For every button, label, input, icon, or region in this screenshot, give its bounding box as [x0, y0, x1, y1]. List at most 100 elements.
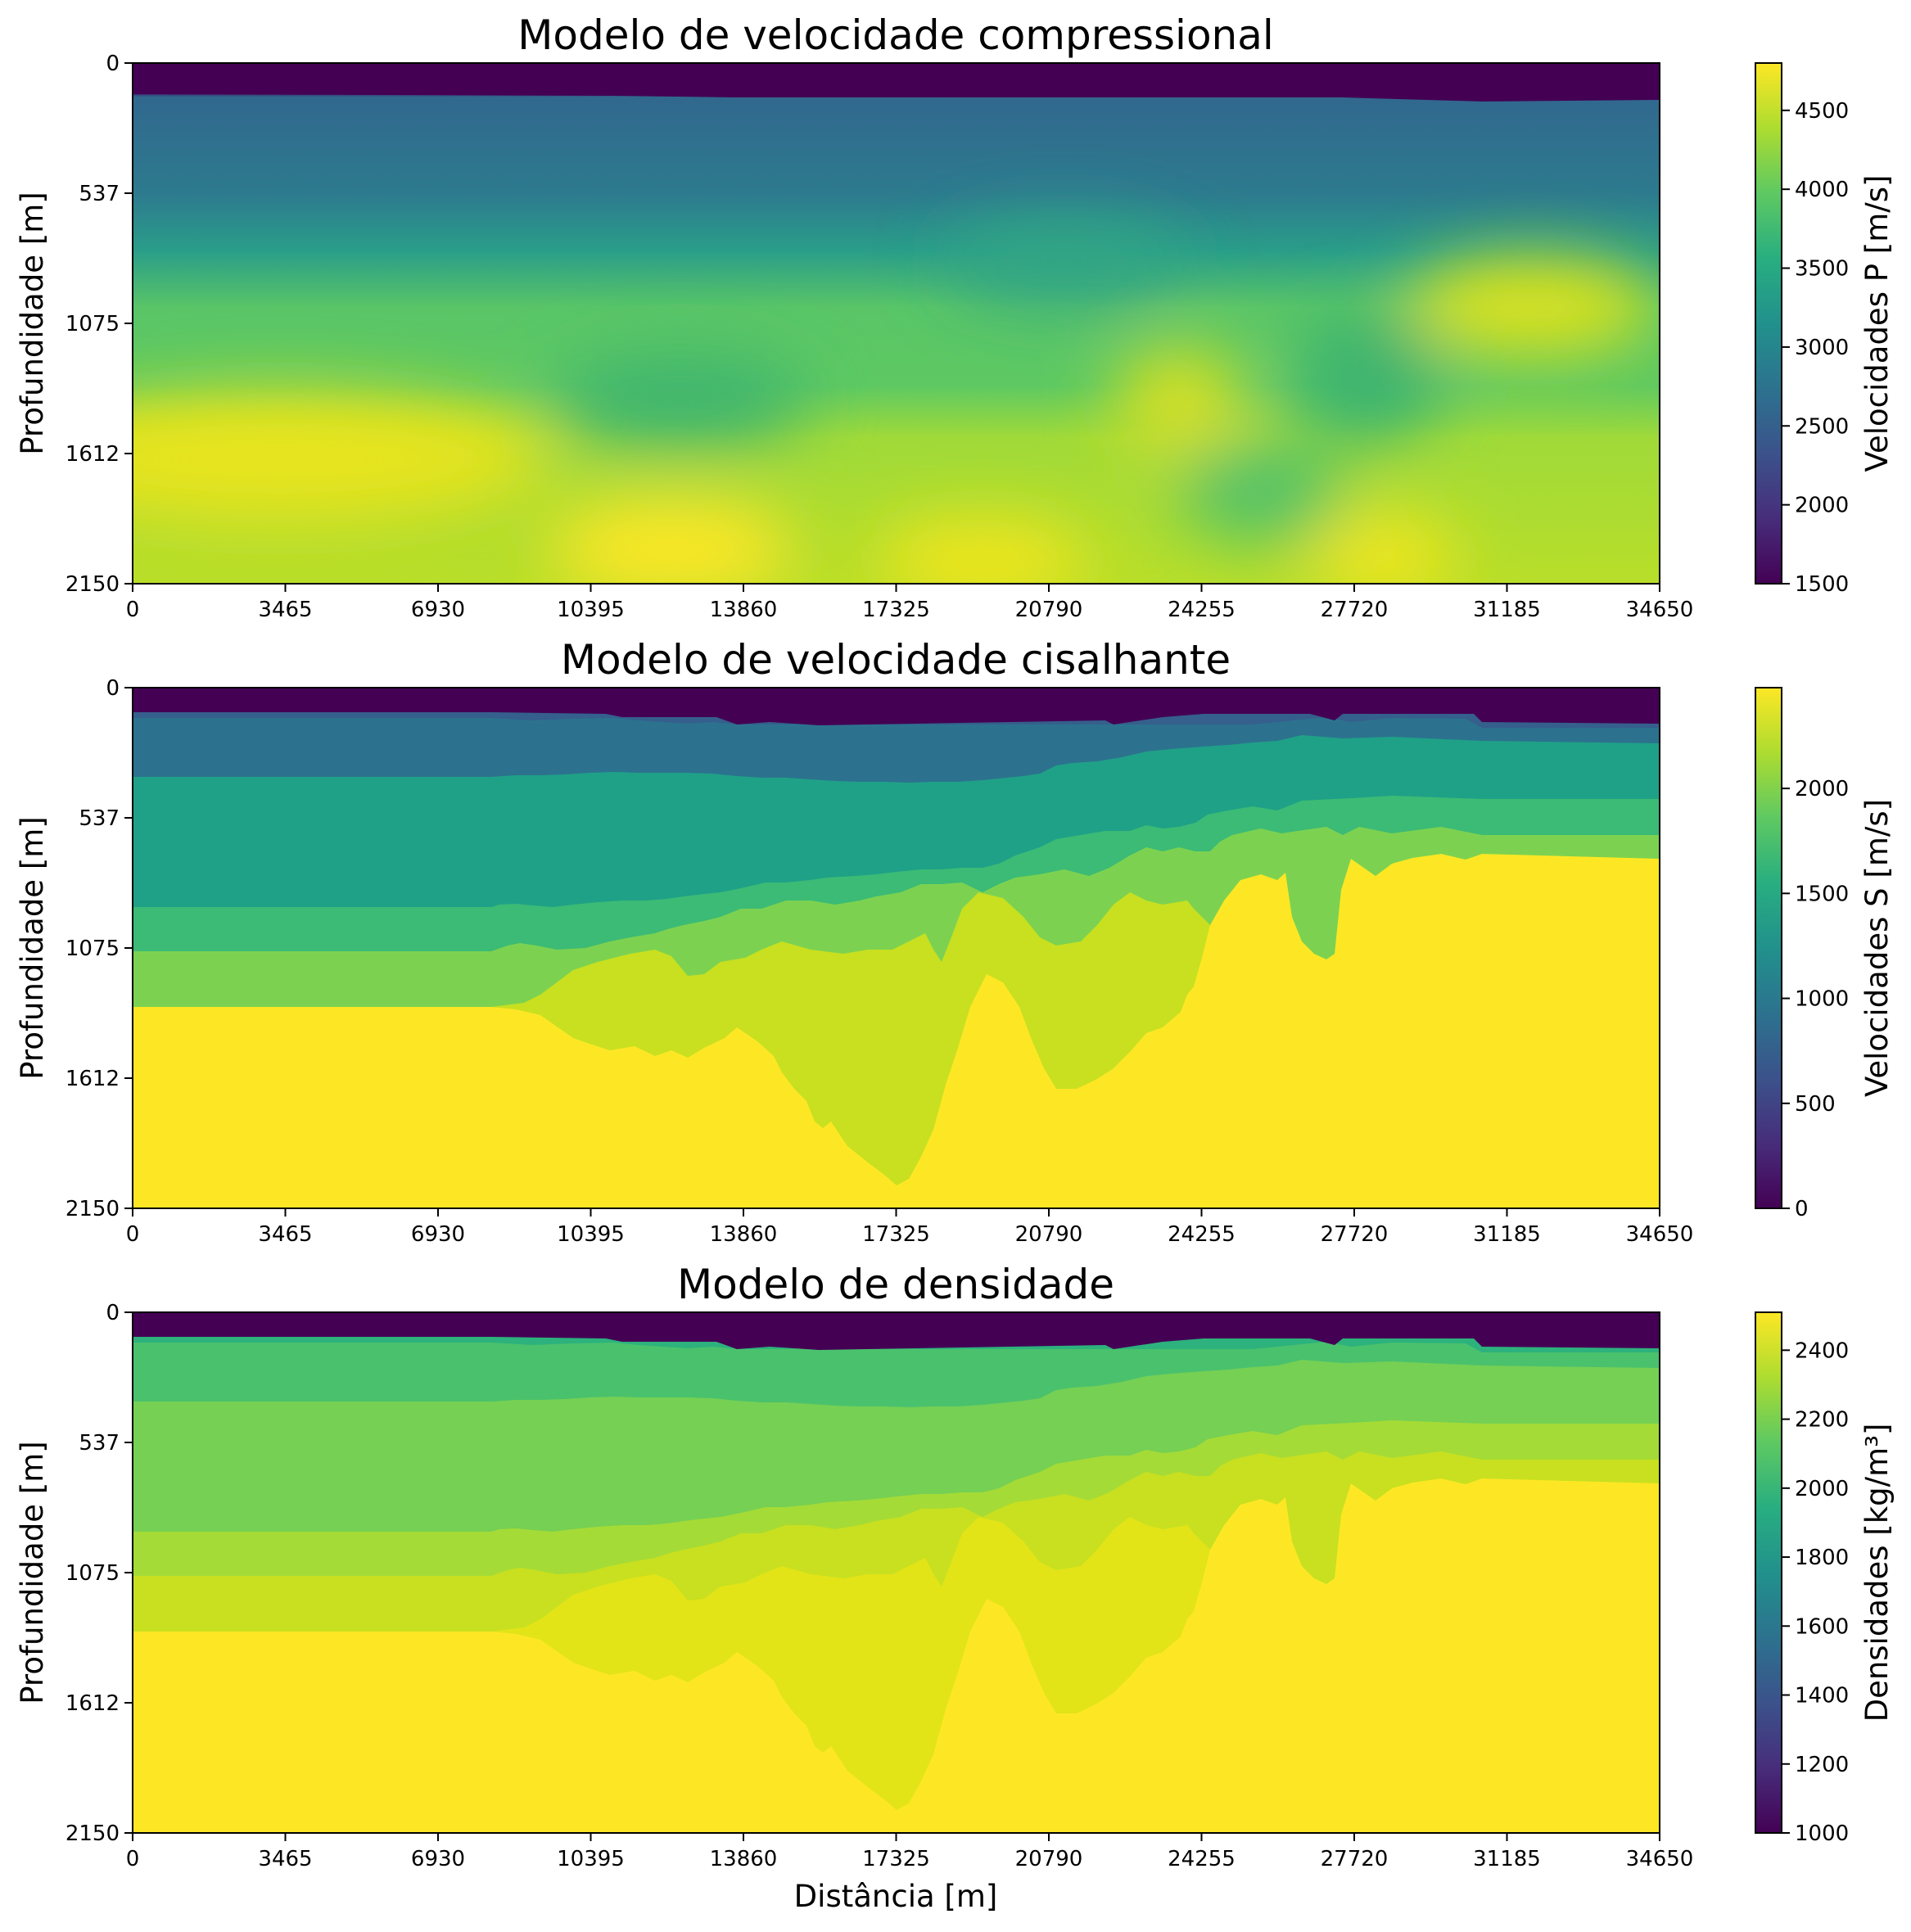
- x-tick: 6930: [411, 1208, 465, 1247]
- svg-text:537: 537: [79, 806, 120, 831]
- colorbar-tick: 4000: [1782, 178, 1849, 202]
- svg-text:0: 0: [126, 598, 140, 622]
- x-tick: 20790: [1015, 1208, 1083, 1247]
- x-tick: 34650: [1626, 1208, 1694, 1247]
- svg-text:27720: 27720: [1321, 598, 1389, 622]
- y-tick: 537: [79, 1431, 133, 1456]
- svg-text:2150: 2150: [66, 1197, 120, 1221]
- x-tick: 3465: [258, 584, 313, 622]
- panel-densidade: Modelo de densidade 0 537 1075 1612 2150…: [15, 1261, 1895, 1914]
- colorbar-tick-label: 2000: [1795, 777, 1849, 801]
- svg-text:31185: 31185: [1473, 598, 1541, 622]
- colorbar-tick-label: 1200: [1795, 1753, 1849, 1777]
- x-tick: 31185: [1473, 584, 1541, 622]
- svg-text:34650: 34650: [1626, 598, 1694, 622]
- colorbar-tick-label: 2400: [1795, 1338, 1849, 1363]
- y-tick: 0: [106, 676, 133, 701]
- colorbar-tick: 1500: [1782, 572, 1849, 597]
- colorbar-tick-label: 1400: [1795, 1684, 1849, 1709]
- x-tick: 24255: [1168, 1208, 1236, 1247]
- svg-text:6930: 6930: [411, 1847, 465, 1871]
- x-tick: 17325: [862, 1208, 930, 1247]
- panel1-heatmap: [133, 63, 1660, 584]
- x-tick: 20790: [1015, 1833, 1082, 1871]
- svg-text:34650: 34650: [1626, 1222, 1694, 1247]
- colorbar-tick: 1000: [1782, 987, 1849, 1012]
- svg-text:0: 0: [106, 1301, 120, 1325]
- panel2-heatmap: [133, 688, 1660, 1208]
- svg-text:24255: 24255: [1168, 1222, 1236, 1247]
- colorbar-tick-label: 1500: [1795, 572, 1849, 597]
- colorbar-tick-label: 4500: [1795, 99, 1849, 124]
- y-tick: 1075: [66, 312, 133, 336]
- panel3-heatmap: [133, 1312, 1660, 1833]
- panel3-y-ticks: 0 537 1075 1612 2150: [66, 1301, 133, 1846]
- svg-text:1612: 1612: [66, 1067, 120, 1091]
- colorbar-tick-label: 500: [1795, 1092, 1836, 1117]
- svg-text:3465: 3465: [258, 1222, 312, 1247]
- colorbar-tick-label: 2500: [1795, 414, 1849, 439]
- panel-cisalhante: Modelo de velocidade cisalhante 0 537 10…: [15, 636, 1895, 1247]
- colorbar-tick: 1600: [1782, 1614, 1849, 1639]
- panel2-ylabel: Profundidade [m]: [15, 816, 50, 1079]
- panel2-y-ticks: 0 537 1075 1612 2150: [66, 676, 133, 1221]
- svg-text:31185: 31185: [1473, 1222, 1541, 1247]
- svg-text:0: 0: [126, 1222, 140, 1247]
- y-tick: 1075: [66, 937, 133, 961]
- panel2-colorbar-label: Velocidades S [m/s]: [1859, 799, 1895, 1097]
- x-tick: 3465: [258, 1833, 313, 1871]
- x-tick: 6930: [411, 584, 465, 622]
- y-tick: 1612: [66, 1067, 133, 1091]
- x-tick: 13860: [710, 1208, 777, 1247]
- svg-text:3465: 3465: [258, 598, 312, 622]
- svg-text:20790: 20790: [1015, 1222, 1083, 1247]
- colorbar-tick: 1400: [1782, 1684, 1849, 1709]
- svg-text:537: 537: [79, 182, 120, 206]
- svg-text:27720: 27720: [1321, 1222, 1389, 1247]
- colorbar-tick-label: 2000: [1795, 1477, 1849, 1501]
- panel1-x-ticks: 0 3465 6930 10395 13860 17325 20790 2425…: [126, 584, 1694, 622]
- colorbar-tick-label: 2200: [1795, 1408, 1849, 1433]
- x-tick: 17325: [862, 1833, 930, 1871]
- colorbar-tick: 2500: [1782, 414, 1849, 439]
- y-tick: 1612: [66, 442, 133, 467]
- x-tick: 20790: [1015, 584, 1083, 622]
- colorbar-tick: 3000: [1782, 336, 1849, 360]
- x-tick: 34650: [1626, 1833, 1693, 1871]
- x-tick: 31185: [1473, 1833, 1541, 1871]
- svg-text:27720: 27720: [1321, 1847, 1389, 1871]
- svg-text:1075: 1075: [66, 312, 120, 336]
- colorbar-tick: 2000: [1782, 777, 1849, 801]
- svg-text:10395: 10395: [557, 598, 625, 622]
- x-tick: 27720: [1321, 1208, 1389, 1247]
- panel1-colorbar-label: Velocidades P [m/s]: [1859, 175, 1895, 472]
- y-tick: 2150: [66, 1197, 133, 1221]
- colorbar-tick-label: 3000: [1795, 336, 1849, 360]
- svg-text:20790: 20790: [1015, 598, 1083, 622]
- svg-text:0: 0: [126, 1847, 140, 1871]
- svg-text:17325: 17325: [862, 1847, 930, 1871]
- panel1-colorbar-ticks: 1500 2000 2500 3000 3500 4000 4500: [1782, 99, 1849, 597]
- y-tick: 0: [106, 52, 133, 76]
- x-tick: 6930: [411, 1833, 465, 1871]
- y-tick: 1612: [66, 1691, 133, 1716]
- panel2-x-ticks: 0 3465 6930 10395 13860 17325 20790 2425…: [126, 1208, 1694, 1247]
- svg-text:1075: 1075: [66, 937, 120, 961]
- colorbar-tick-label: 1600: [1795, 1614, 1849, 1639]
- panel1-colorbar: 1500 2000 2500 3000 3500 4000 4500 Velocidades…: [1755, 62, 1895, 597]
- colorbar-tick: 0: [1782, 1197, 1809, 1221]
- x-tick: 10395: [557, 1833, 625, 1871]
- x-tick: 24255: [1168, 584, 1236, 622]
- colorbar-tick: 500: [1782, 1092, 1836, 1117]
- colorbar-tick: 1500: [1782, 882, 1849, 906]
- x-tick: 10395: [557, 584, 625, 622]
- y-tick: 1075: [66, 1561, 133, 1586]
- colorbar-tick: 1800: [1782, 1546, 1849, 1570]
- svg-text:3465: 3465: [258, 1847, 312, 1871]
- svg-text:24255: 24255: [1168, 598, 1236, 622]
- colorbar-tick: 2400: [1782, 1338, 1849, 1363]
- y-tick: 537: [79, 806, 133, 831]
- x-tick: 31185: [1473, 1208, 1541, 1247]
